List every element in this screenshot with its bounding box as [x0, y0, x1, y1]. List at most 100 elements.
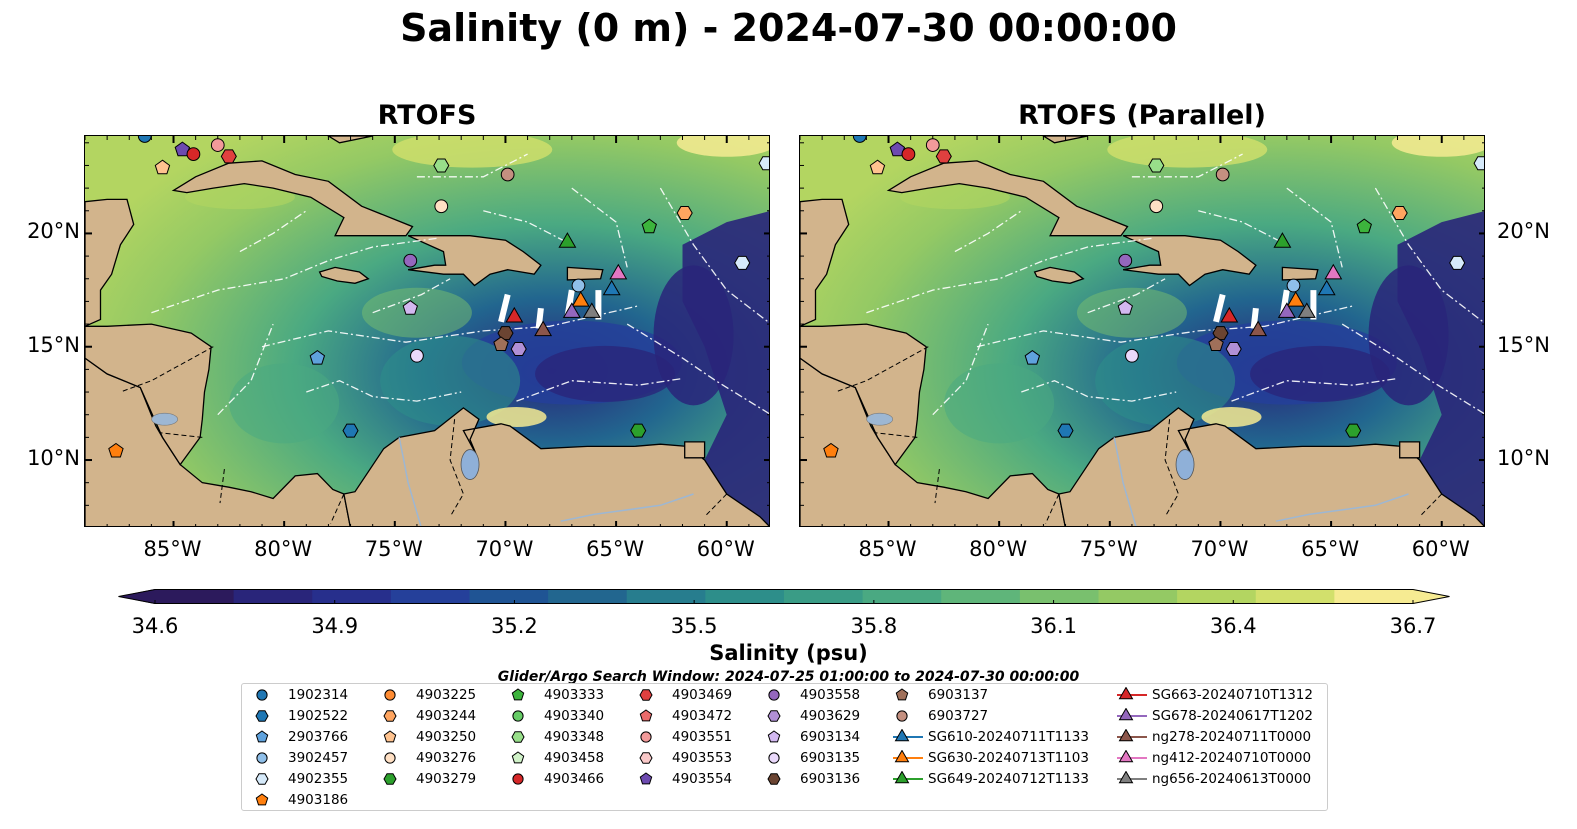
obs-marker-SG630-20240713T1103 [1286, 290, 1305, 307]
eez-boundary [416, 153, 528, 178]
lon-tick-label: 85°W [143, 537, 202, 561]
south-america-land [343, 407, 769, 526]
legend-item: 4903348 [508, 729, 604, 745]
obs-marker-4903469 [220, 149, 237, 164]
legend-symbol [255, 710, 269, 722]
obs-marker-4903554 [174, 141, 191, 157]
obs-marker-4903333 [1356, 218, 1372, 234]
colorbar-bin [1098, 589, 1178, 604]
obs-marker-1902522 [342, 423, 359, 438]
obs-marker-ng278-20240711T0000 [1249, 320, 1268, 337]
legend-item: ng278-20240711T0000 [1116, 729, 1311, 745]
legend-marker-pentagon-icon [639, 772, 653, 785]
colorbar-tick-label: 34.6 [131, 614, 179, 638]
obs-marker-6903136 [1212, 326, 1229, 341]
legend-symbol [255, 773, 269, 785]
colorbar-label: Salinity (psu) [709, 641, 868, 665]
figure-title: Salinity (0 m) - 2024-07-30 00:00:00 [400, 6, 1177, 50]
legend-label: 4903629 [800, 708, 861, 724]
legend-label: 4903554 [672, 771, 733, 787]
legend-item: 4903458 [508, 750, 604, 766]
trinidad-land [684, 441, 706, 459]
legend-item: ng656-20240613T0000 [1116, 771, 1311, 787]
obs-marker-2903766 [309, 349, 326, 365]
obs-marker-6903727 [1215, 167, 1230, 182]
obs-marker-4903348 [433, 158, 450, 173]
legend-label: 6903727 [928, 708, 989, 724]
legend-symbol [511, 688, 525, 701]
legend-item: 4903551 [636, 729, 732, 745]
legend-label: 4903340 [544, 708, 605, 724]
eez-boundary [516, 377, 683, 402]
legend-marker-pentagon-icon [767, 730, 781, 743]
colorbar-bin [233, 589, 313, 604]
eez-boundary [151, 237, 440, 314]
legend-symbol [768, 689, 780, 701]
lat-tick-label-right: 10°N [1497, 446, 1550, 471]
honduras-nicaragua-land [800, 323, 927, 466]
legend-label: 4903333 [544, 687, 605, 703]
eez-boundary [1341, 323, 1484, 415]
legend-item: 4903279 [380, 771, 476, 787]
lon-tick-label: 75°W [364, 537, 423, 561]
eez-boundary [976, 305, 1354, 348]
obs-marker-4902355 [758, 156, 769, 171]
obs-marker-4902355 [734, 255, 751, 270]
legend-marker-hexagon-icon [255, 710, 269, 722]
obs-marker-SG630-20240713T1103 [571, 290, 590, 307]
colorbar-tick-label: 36.4 [1209, 614, 1257, 638]
legend-marker-hexagon-icon [383, 773, 397, 785]
legend-symbol [512, 710, 524, 722]
legend-marker-circle-icon [384, 689, 396, 701]
obs-marker-4903276 [434, 199, 449, 214]
eez-boundary [306, 379, 462, 402]
obs-marker-4903466 [186, 147, 201, 162]
legend-symbol [894, 750, 910, 763]
legend-marker-triangle-icon [893, 750, 923, 763]
legend-symbol [767, 773, 781, 785]
eez-boundary [954, 210, 1022, 253]
legend-item: 4903472 [636, 708, 732, 724]
eez-boundary [1087, 278, 1166, 314]
legend-symbol [1118, 771, 1134, 784]
legend-symbol [1118, 708, 1134, 721]
colorbar-tick-label: 34.9 [311, 614, 359, 638]
lat-tick-label-right: 15°N [1497, 332, 1550, 357]
obs-marker-4903279 [630, 423, 647, 438]
legend-marker-triangle-icon [1117, 729, 1147, 742]
legend-symbol [640, 731, 652, 743]
colorbar-tick-label: 36.7 [1389, 614, 1437, 638]
legend-item: 4903629 [764, 708, 860, 724]
obs-marker-4903244 [676, 206, 693, 220]
obs-marker-SG649-20240712T1133 [1273, 232, 1292, 248]
colorbar-bin [312, 589, 392, 604]
colorbar-bin [1334, 589, 1414, 604]
obs-marker-6903134 [1117, 300, 1133, 315]
legend-label: 4903276 [416, 750, 477, 766]
legend-marker-triangle-icon [1117, 771, 1147, 784]
legend-symbol [639, 689, 653, 701]
legend-symbol [1118, 729, 1134, 742]
lat-tick-label-left: 20°N [27, 219, 80, 244]
obs-marker-4903551 [210, 138, 225, 152]
legend-item: 4903558 [764, 687, 860, 703]
legend-marker-triangle-icon [893, 729, 923, 742]
lon-tick-label: 80°W [254, 537, 313, 561]
eez-boundary [1286, 187, 1343, 268]
eez-boundary [261, 305, 639, 348]
lake-maracaibo [1175, 449, 1195, 480]
obs-marker-4903348 [1148, 158, 1165, 173]
legend-marker-circle-icon [512, 710, 524, 722]
lon-tick-label: 70°W [1190, 537, 1249, 561]
colorbar-tick-label: 35.8 [850, 614, 898, 638]
legend-label: 6903135 [800, 750, 861, 766]
legend-label: 4903225 [416, 687, 477, 703]
colorbar-bin [705, 589, 785, 604]
legend-symbol [256, 689, 268, 701]
puerto-rico-land [566, 266, 604, 281]
legend-item: SG630-20240713T1103 [892, 750, 1089, 766]
legend-item: 4903554 [636, 771, 732, 787]
obs-marker-6903137 [493, 336, 509, 351]
legend-label: SG678-20240617T1202 [1152, 708, 1313, 724]
legend-symbol [895, 688, 909, 701]
